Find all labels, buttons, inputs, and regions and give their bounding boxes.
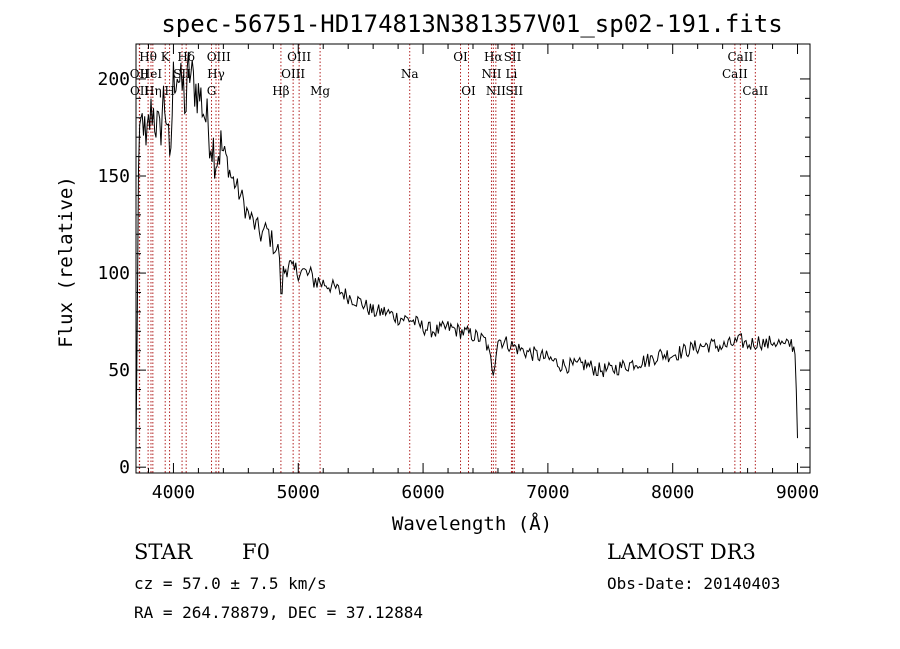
line-label-17: OI [453, 50, 468, 64]
line-label-12: Hβ [272, 84, 289, 98]
line-label-25: CaII [727, 50, 753, 64]
line-label-23: Li [506, 67, 518, 81]
plot-frame [135, 43, 811, 474]
line-label-22: SII [504, 50, 522, 64]
line-label-21: NII [486, 84, 506, 98]
line-label-9: OIII [207, 50, 231, 64]
line-label-11: G [207, 84, 217, 98]
line-label-14: OIII [281, 67, 305, 81]
y-tick-label-100: 100 [97, 263, 130, 284]
axis-ticks: 4000 5000 6000 7000 8000 9000 0 50 100 150 200 [97, 44, 819, 503]
x-tick-label-5000: 5000 [277, 482, 320, 503]
spectral-line-markers [138, 44, 756, 473]
line-label-26: CaII [722, 67, 748, 81]
line-label-3: HeI [140, 67, 163, 81]
line-label-6: SII [173, 67, 191, 81]
line-label-27: CaII [742, 84, 768, 98]
line-label-24: SII [505, 84, 523, 98]
line-label-19: Hα [484, 50, 503, 64]
line-label-13: OIII [287, 50, 311, 64]
survey-name: LAMOST DR3 [607, 540, 756, 564]
subclass: F0 [242, 540, 270, 564]
line-label-16: Na [401, 67, 419, 81]
x-tick-label-9000: 9000 [776, 482, 819, 503]
x-tick-label-6000: 6000 [401, 482, 444, 503]
line-label-8: Hδ [177, 50, 195, 64]
y-tick-label-50: 50 [108, 360, 130, 381]
y-axis-label: Flux (relative) [55, 176, 77, 348]
y-tick-label-200: 200 [97, 69, 130, 90]
y-tick-label-0: 0 [119, 457, 130, 478]
line-label-2: OII [130, 84, 150, 98]
line-label-1: OII [130, 67, 150, 81]
line-label-5: K [161, 50, 171, 64]
line-label-0: Hθ [139, 50, 157, 64]
obs-date: Obs-Date: 20140403 [607, 574, 781, 593]
line-label-4: Hη [144, 84, 162, 98]
chart-title: spec-56751-HD174813N381357V01_sp02-191.f… [161, 10, 782, 38]
x-tick-label-4000: 4000 [152, 482, 195, 503]
line-label-10: Hγ [207, 67, 225, 81]
line-label-20: NII [481, 67, 501, 81]
coordinates: RA = 264.78879, DEC = 37.12884 [134, 603, 423, 622]
spectrum-line [135, 51, 798, 450]
line-label-7: H [164, 84, 174, 98]
line-label-18: OI [461, 84, 476, 98]
redshift-readout: cz = 57.0 ± 7.5 km/s [134, 574, 327, 593]
x-tick-label-8000: 8000 [651, 482, 694, 503]
x-axis-label: Wavelength (Å) [392, 512, 552, 535]
y-tick-label-150: 150 [97, 166, 130, 187]
x-tick-label-7000: 7000 [526, 482, 569, 503]
line-label-15: Mg [310, 84, 330, 98]
object-type: STAR [134, 540, 193, 564]
